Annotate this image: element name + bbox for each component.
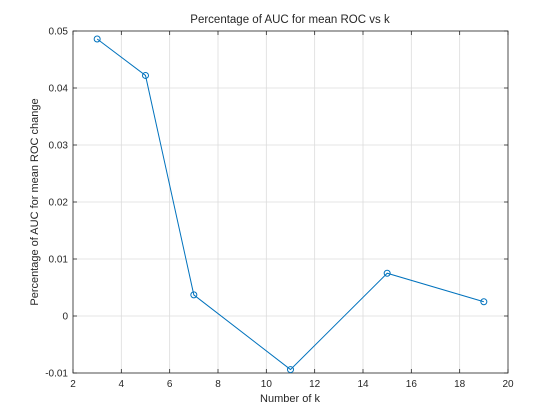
data-point-marker <box>480 298 488 306</box>
x-tick-label: 12 <box>309 379 321 390</box>
x-tick-label: 8 <box>215 379 221 390</box>
x-axis-label: Number of k <box>260 393 320 405</box>
x-tick-label: 2 <box>70 379 76 390</box>
data-point-marker <box>287 366 294 374</box>
x-tick-label: 6 <box>167 379 173 390</box>
y-tick-label: -0.01 <box>45 369 68 380</box>
y-tick-label: 0.01 <box>49 255 69 266</box>
series-layer <box>93 35 488 374</box>
y-tick-label: 0.04 <box>49 84 69 95</box>
data-point-marker <box>93 35 101 43</box>
data-point-marker <box>142 71 149 79</box>
x-tick-label: 14 <box>357 379 369 390</box>
x-tick-label: 4 <box>119 379 125 390</box>
y-tick-label: 0 <box>62 312 68 323</box>
x-tick-label: 20 <box>502 379 514 390</box>
x-tick-label: 18 <box>454 379 466 390</box>
chart-title: Percentage of AUC for mean ROC vs k <box>190 14 390 26</box>
y-tick-label: 0.03 <box>49 141 69 152</box>
y-tick-label: 0.05 <box>49 27 69 38</box>
y-axis-label: Percentage of AUC for mean ROC change <box>29 98 41 305</box>
x-tick-label: 16 <box>406 379 418 390</box>
data-point-marker <box>383 269 391 277</box>
y-tick-label: 0.02 <box>49 198 69 209</box>
series-line <box>96 38 484 371</box>
x-tick-label: 10 <box>261 379 273 390</box>
tick-layer: 2 4 6 8 10 12 14 16 18 20 -0.01 0 0.01 0.02 0.03 0.04 0.… <box>45 27 514 391</box>
data-point-marker <box>190 291 198 299</box>
